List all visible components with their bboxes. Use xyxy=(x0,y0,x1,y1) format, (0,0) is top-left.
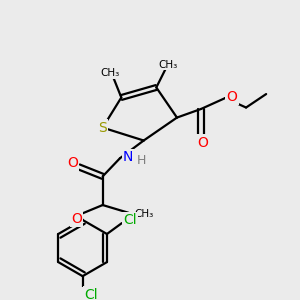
Text: O: O xyxy=(67,157,78,170)
Text: CH₃: CH₃ xyxy=(134,209,154,219)
Text: Cl: Cl xyxy=(123,213,137,227)
Text: O: O xyxy=(71,212,82,226)
Text: S: S xyxy=(98,121,107,135)
Text: CH₃: CH₃ xyxy=(158,59,177,70)
Text: H: H xyxy=(137,154,146,167)
Text: O: O xyxy=(226,90,237,104)
Text: O: O xyxy=(197,136,208,149)
Text: N: N xyxy=(123,150,133,164)
Text: CH₃: CH₃ xyxy=(100,68,119,78)
Text: Cl: Cl xyxy=(84,287,98,300)
